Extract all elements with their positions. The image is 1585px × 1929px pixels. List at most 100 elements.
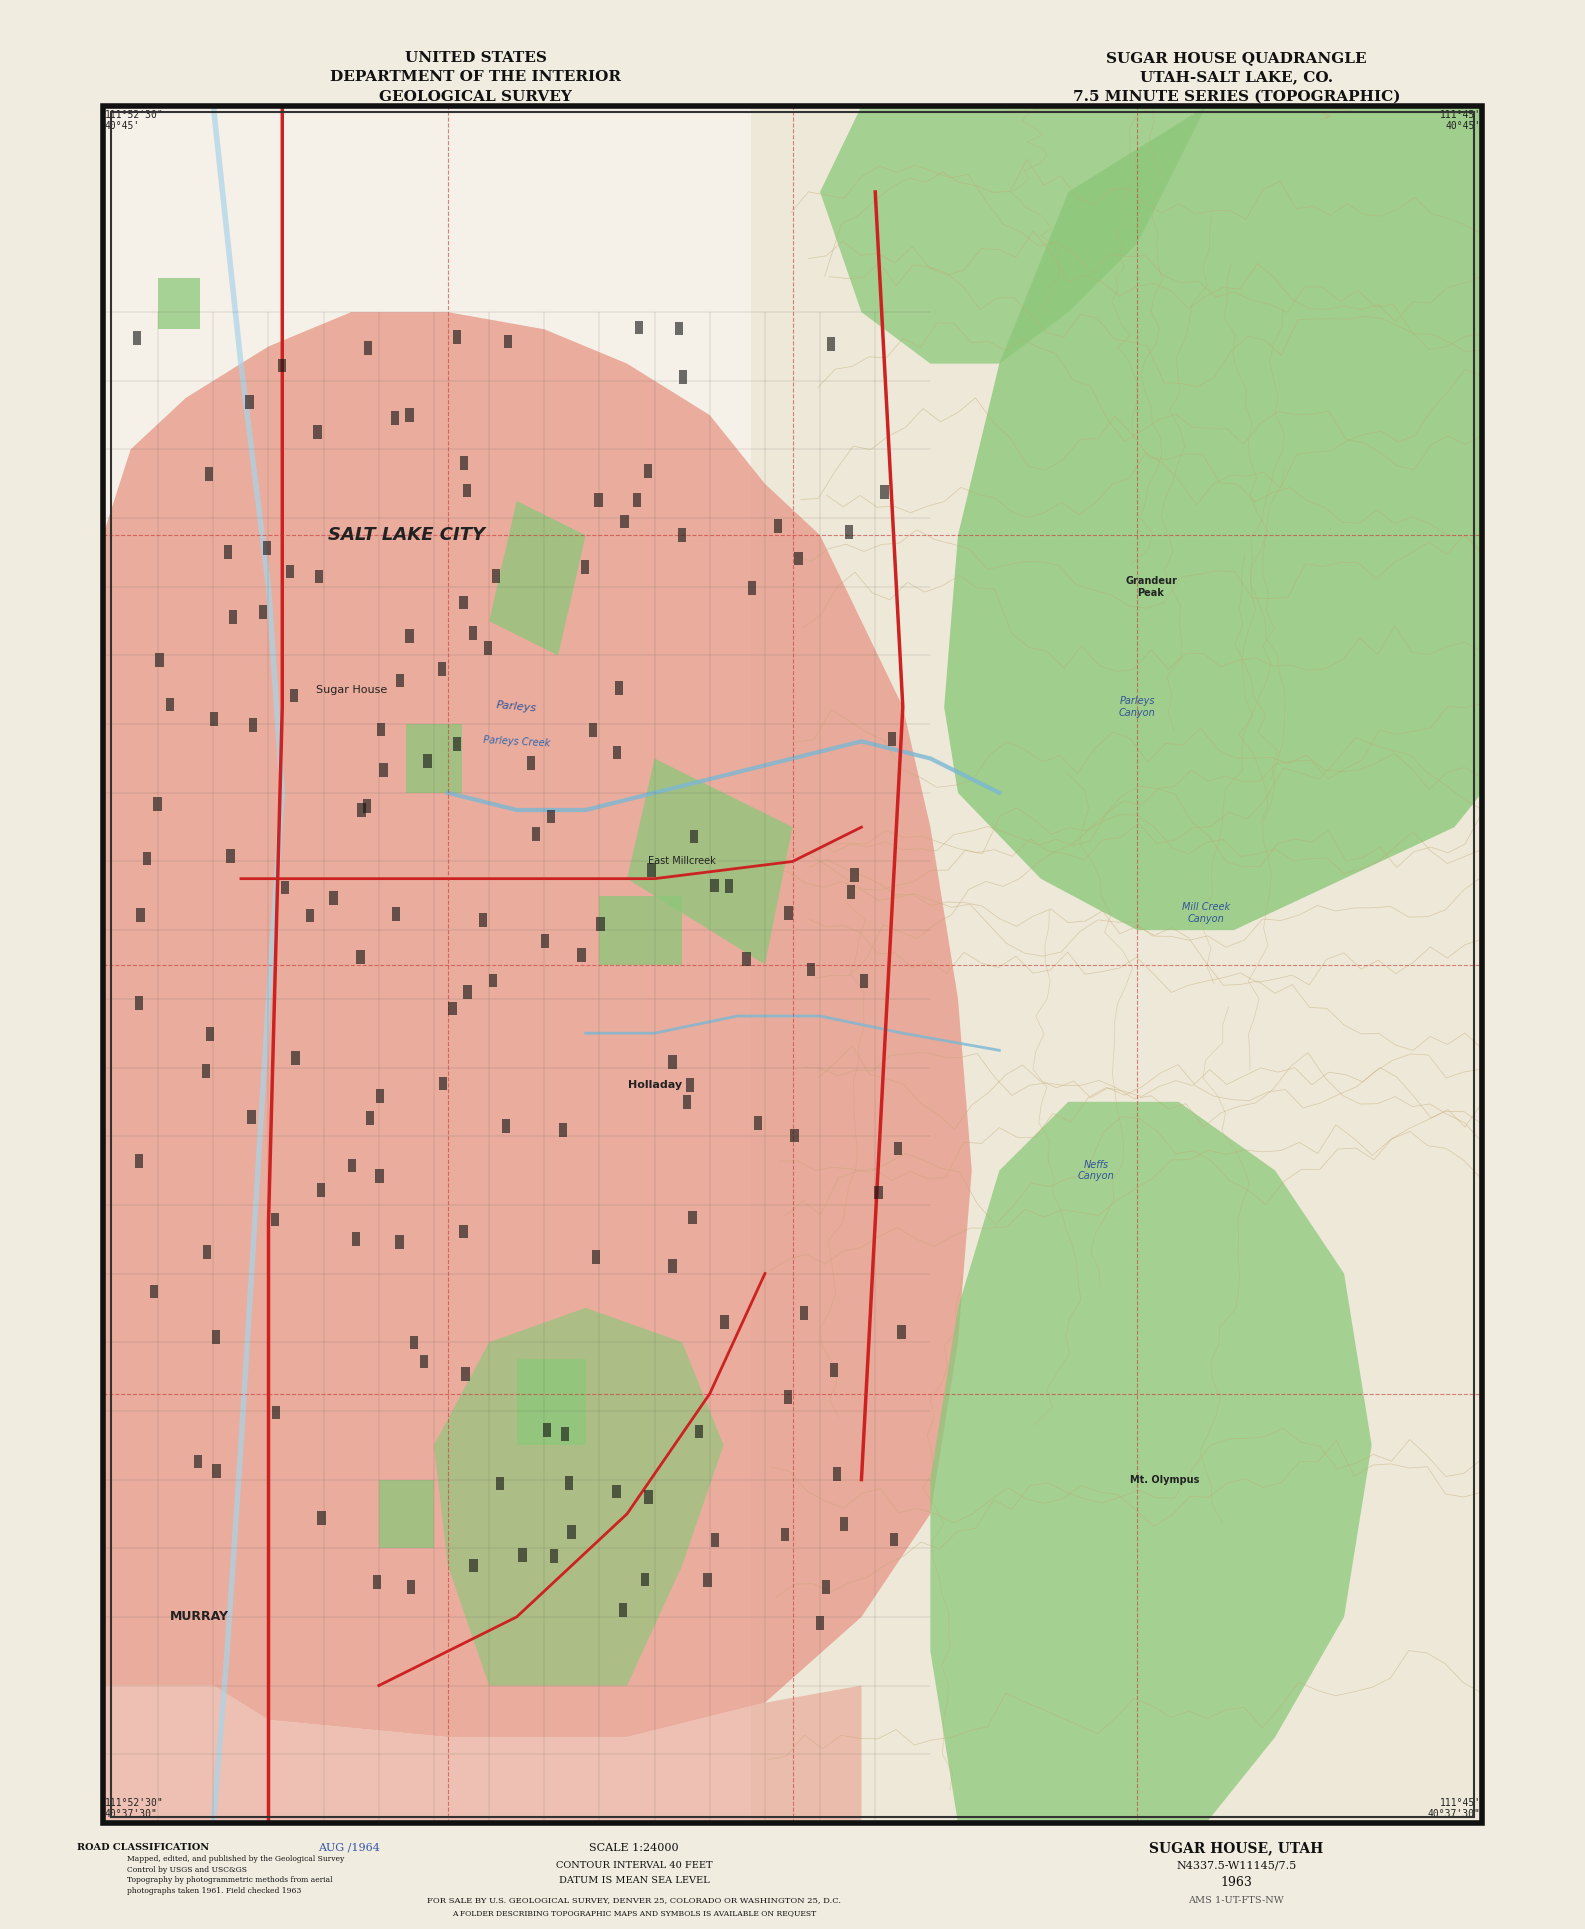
Polygon shape: [517, 1360, 586, 1445]
Polygon shape: [103, 1686, 862, 1823]
Bar: [531, 828, 540, 841]
Bar: [845, 525, 853, 538]
Text: Holladay: Holladay: [628, 1080, 682, 1090]
Polygon shape: [379, 1480, 434, 1549]
Text: Grandeur
Peak: Grandeur Peak: [1125, 577, 1178, 598]
Bar: [136, 909, 144, 922]
Bar: [206, 1026, 214, 1040]
Bar: [724, 880, 732, 893]
Bar: [483, 640, 491, 656]
Bar: [277, 359, 287, 372]
Bar: [683, 1096, 691, 1109]
Bar: [317, 1510, 325, 1526]
Text: Mt. Olympus: Mt. Olympus: [1130, 1474, 1200, 1485]
Bar: [133, 332, 141, 345]
Bar: [258, 606, 266, 619]
Bar: [632, 494, 642, 507]
Bar: [193, 1454, 201, 1468]
Bar: [591, 1250, 601, 1263]
Bar: [263, 542, 271, 556]
Text: 111°52'30"
40°45': 111°52'30" 40°45': [105, 110, 163, 131]
Text: AUG /1964: AUG /1964: [317, 1842, 380, 1854]
Bar: [645, 1491, 653, 1505]
Polygon shape: [158, 278, 200, 330]
Bar: [135, 1154, 144, 1167]
Bar: [357, 802, 366, 818]
Bar: [504, 334, 512, 349]
Bar: [647, 862, 656, 876]
Bar: [411, 1335, 418, 1350]
Bar: [406, 409, 414, 422]
Bar: [292, 1051, 300, 1065]
Bar: [151, 1285, 158, 1298]
Text: N4337.5-W11145/7.5: N4337.5-W11145/7.5: [1176, 1860, 1297, 1871]
Bar: [460, 596, 468, 610]
Bar: [840, 1516, 848, 1530]
Polygon shape: [945, 106, 1482, 930]
Bar: [155, 652, 163, 667]
Bar: [347, 1159, 357, 1173]
Bar: [880, 486, 889, 500]
Bar: [799, 1306, 808, 1319]
Bar: [689, 829, 699, 843]
Bar: [460, 457, 468, 471]
Bar: [247, 1111, 255, 1125]
Bar: [783, 1391, 792, 1404]
Text: Parleys
Canyon: Parleys Canyon: [1119, 696, 1155, 718]
Bar: [212, 1464, 220, 1478]
Bar: [376, 1090, 384, 1103]
Bar: [829, 1364, 838, 1377]
Bar: [751, 106, 1482, 1823]
Text: 111°52'30"
40°37'30": 111°52'30" 40°37'30": [105, 1798, 163, 1819]
Bar: [785, 907, 792, 920]
Bar: [271, 1406, 281, 1420]
Bar: [439, 1076, 447, 1090]
Bar: [748, 581, 756, 596]
Bar: [567, 1526, 575, 1539]
Bar: [816, 1617, 824, 1630]
Text: SCALE 1:24000: SCALE 1:24000: [590, 1842, 678, 1854]
Bar: [547, 810, 555, 824]
Bar: [249, 718, 257, 731]
Bar: [594, 494, 602, 507]
Bar: [615, 681, 623, 694]
Polygon shape: [434, 1308, 723, 1686]
Bar: [491, 569, 501, 583]
Bar: [290, 689, 298, 702]
Bar: [135, 997, 143, 1011]
Text: FOR SALE BY U.S. GEOLOGICAL SURVEY, DENVER 25, COLORADO OR WASHINGTON 25, D.C.: FOR SALE BY U.S. GEOLOGICAL SURVEY, DENV…: [426, 1896, 842, 1904]
Bar: [377, 723, 385, 737]
Text: Parleys: Parleys: [496, 700, 537, 714]
Bar: [449, 1001, 456, 1015]
Bar: [644, 463, 653, 478]
Bar: [678, 529, 686, 542]
Bar: [688, 1211, 697, 1225]
Bar: [407, 1580, 415, 1593]
Text: Sugar House: Sugar House: [315, 685, 387, 694]
Bar: [111, 112, 1474, 1817]
Text: 1963: 1963: [1220, 1877, 1252, 1888]
Bar: [423, 754, 431, 768]
Bar: [166, 698, 174, 712]
Bar: [201, 1065, 209, 1078]
Text: A FOLDER DESCRIBING TOPOGRAPHIC MAPS AND SYMBOLS IS AVAILABLE ON REQUEST: A FOLDER DESCRIBING TOPOGRAPHIC MAPS AND…: [452, 1910, 816, 1917]
Bar: [791, 1128, 799, 1142]
Bar: [875, 1186, 883, 1200]
Bar: [420, 1354, 428, 1368]
Bar: [488, 974, 498, 988]
Bar: [669, 1055, 677, 1069]
Bar: [846, 885, 856, 899]
Bar: [577, 947, 585, 963]
Bar: [363, 799, 371, 812]
Text: SALT LAKE CITY: SALT LAKE CITY: [328, 527, 485, 544]
Bar: [613, 747, 621, 760]
Text: 111°45'
40°45': 111°45' 40°45': [1439, 110, 1480, 131]
Bar: [317, 1184, 325, 1198]
Bar: [827, 338, 835, 351]
Bar: [396, 673, 404, 687]
Bar: [544, 1424, 552, 1437]
Bar: [366, 1111, 374, 1125]
Bar: [203, 1244, 211, 1260]
Text: SUGAR HOUSE, UTAH: SUGAR HOUSE, UTAH: [1149, 1840, 1323, 1856]
Bar: [807, 963, 815, 976]
